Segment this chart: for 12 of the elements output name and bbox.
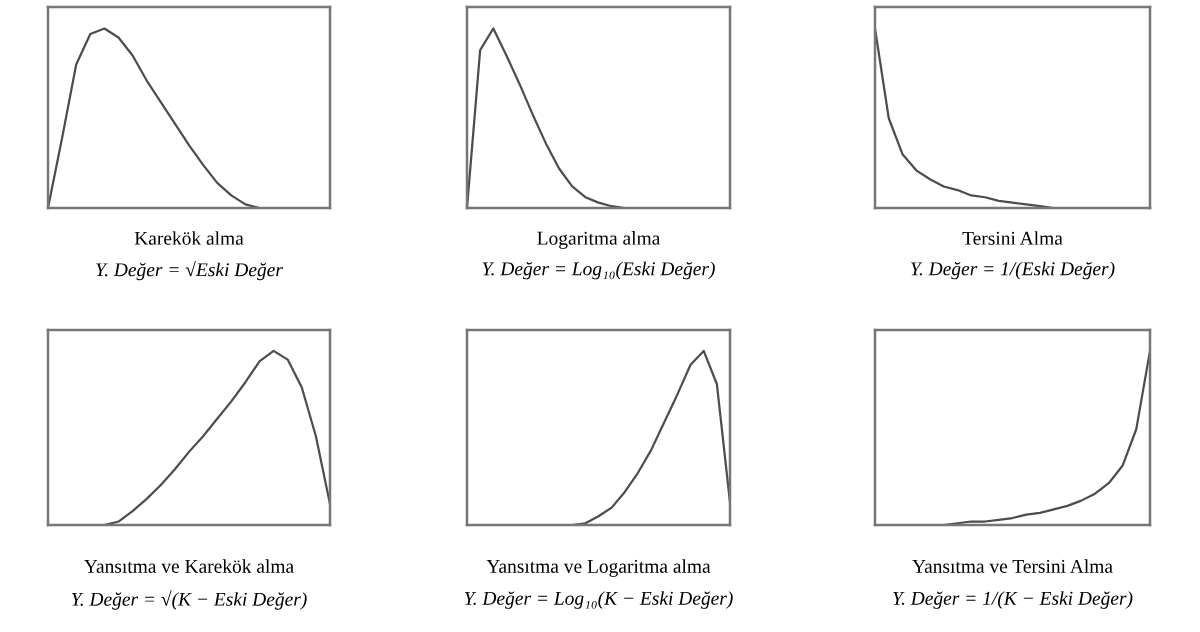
text: Yansıtma ve Logaritma alma xyxy=(486,559,711,577)
text: Y. Değer = 1/(K − Eski Değer) xyxy=(893,591,1133,609)
text: Karekök alma xyxy=(134,231,244,245)
text: Tersini Alma xyxy=(962,231,1063,245)
text: Yansıtma ve Karekök alma xyxy=(84,559,294,573)
text: Y. Değer = 1/(Eski Değer) xyxy=(911,261,1115,280)
text: Logaritma alma xyxy=(537,231,661,249)
text: Y. Değer = √Eski Değer xyxy=(96,260,283,281)
text: Yansıtma ve Tersini Alma xyxy=(912,559,1113,573)
text: Y. Değer = Log₁₀(Eski Değer) xyxy=(482,261,715,280)
text: Y. Değer = Log₁₀(K − Eski Değer) xyxy=(464,591,733,609)
text: Y. Değer = √(K − Eski Değer) xyxy=(71,590,307,610)
